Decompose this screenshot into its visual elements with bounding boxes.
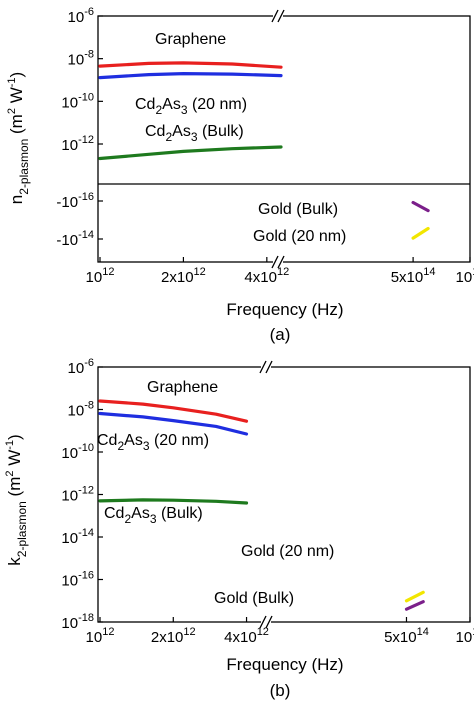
x-tick-label: 5x1014 xyxy=(384,626,429,646)
series-line xyxy=(98,61,283,69)
y-axis-title: n2-plasmon (m2 W-1) xyxy=(6,72,31,204)
series-line xyxy=(404,590,425,603)
y-tick-label: 10-14 xyxy=(61,527,94,547)
axis-break-mark xyxy=(259,360,267,374)
series-annotation: Graphene xyxy=(155,31,226,48)
series-annotation: Gold (20 nm) xyxy=(241,543,334,560)
axis-break-gap xyxy=(273,256,283,268)
series-annotation: Cd2As3 (Bulk) xyxy=(145,123,244,144)
series-line xyxy=(98,145,283,161)
y-tick-label: 10-8 xyxy=(68,49,94,69)
x-tick-label: 1015 xyxy=(456,626,474,646)
x-tick-label: 2x1012 xyxy=(161,266,206,286)
series-line xyxy=(98,411,249,436)
axis-break-mark xyxy=(265,615,273,629)
series-annotation: Gold (Bulk) xyxy=(214,590,294,607)
axis-break-gap xyxy=(261,361,271,373)
x-tick-label: 4x1012 xyxy=(244,266,289,286)
series-line xyxy=(98,399,249,423)
x-tick-label: 1015 xyxy=(456,266,474,286)
series-line xyxy=(98,72,283,80)
x-tick-label: 5x1014 xyxy=(391,266,436,286)
x-axis-title: Frequency (Hz) xyxy=(226,655,343,674)
axis-break-mark xyxy=(259,615,267,629)
y-tick-label: 10-12 xyxy=(61,485,94,505)
series-line xyxy=(411,200,430,213)
y-tick-label: 10-10 xyxy=(61,442,94,462)
series-annotation: Cd2As3 (Bulk) xyxy=(104,505,203,526)
y-tick-label: 10-16 xyxy=(61,570,94,590)
y-tick-label: 10-8 xyxy=(68,400,94,420)
panel-label: (b) xyxy=(270,681,291,700)
x-tick-label: 2x1012 xyxy=(151,626,196,646)
y-axis-title: k2-plasmon (m2 W-1) xyxy=(4,434,29,565)
axis-break-gap xyxy=(273,10,283,22)
y-tick-label: 10-18 xyxy=(61,612,94,632)
series-annotation: Gold (Bulk) xyxy=(258,201,338,218)
axis-break-mark xyxy=(271,255,279,269)
y-tick-label: 10-12 xyxy=(61,134,94,154)
x-axis-title: Frequency (Hz) xyxy=(226,300,343,319)
chart-panel-b: 1012 2x1012 4x1012 5x1014 1015 10-6 10-8 10-10 1… xyxy=(4,357,474,700)
y-tick-label: -10-14 xyxy=(56,229,94,249)
plot-frame xyxy=(97,15,471,263)
x-tick-label: 1012 xyxy=(86,266,115,286)
panel-label: (a) xyxy=(270,325,291,344)
axis-break-mark xyxy=(277,255,285,269)
series-annotation: Cd2As3 (20 nm) xyxy=(135,96,247,117)
y-tick-label: 10-10 xyxy=(61,91,94,111)
series-annotation: Gold (20 nm) xyxy=(253,228,346,245)
chart-panel-a: 1012 2x1012 4x1012 5x1014 1015 10-6 10-8 10-10 1… xyxy=(6,6,474,344)
x-tick-label: 1012 xyxy=(86,626,115,646)
axis-break-mark xyxy=(277,9,285,23)
y-tick-label: 10-6 xyxy=(68,6,94,26)
y-tick-label: -10-16 xyxy=(56,191,94,211)
series-annotation: Graphene xyxy=(147,379,218,396)
x-tick-label: 4x1012 xyxy=(224,626,269,646)
y-tick-label: 10-6 xyxy=(68,357,94,377)
series-line xyxy=(404,600,425,611)
series-line xyxy=(98,498,249,505)
series-annotation: Cd2As3 (20 nm) xyxy=(97,432,209,453)
axis-break-mark xyxy=(265,360,273,374)
series-line xyxy=(411,226,430,240)
axis-break-gap xyxy=(261,616,271,628)
axis-break-mark xyxy=(271,9,279,23)
